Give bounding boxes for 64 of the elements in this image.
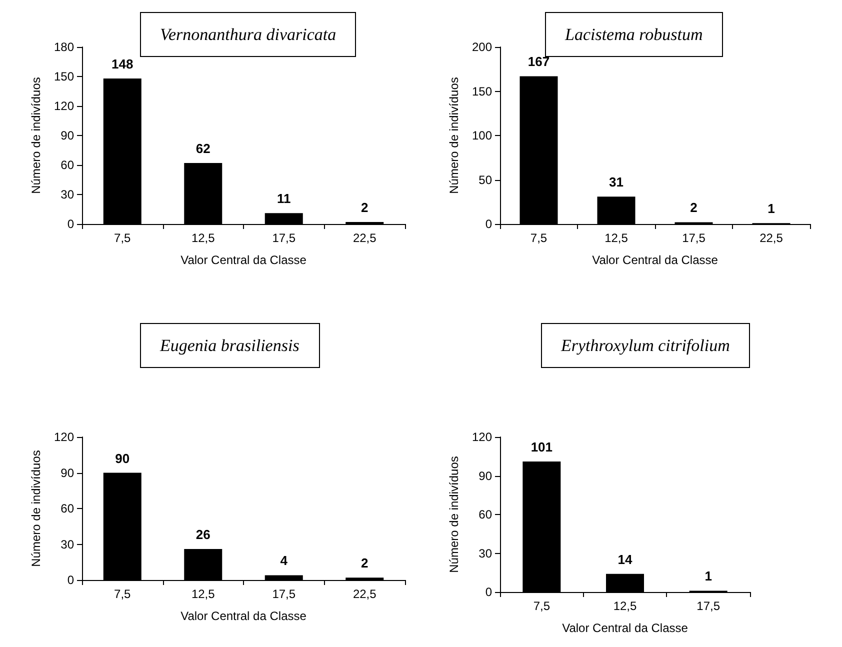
y-tick-label: 120 xyxy=(472,430,492,444)
data-label: 2 xyxy=(690,200,698,216)
data-label: 1 xyxy=(704,568,712,584)
data-label: 148 xyxy=(112,56,134,72)
y-tick-label: 100 xyxy=(472,128,492,142)
y-tick-label: 150 xyxy=(54,70,74,84)
y-tick-label: 50 xyxy=(478,172,492,187)
y-tick-label: 120 xyxy=(54,99,74,113)
x-tick-label: 12,5 xyxy=(191,587,216,601)
x-axis-title: Valor Central da Classe xyxy=(562,621,688,635)
data-label: 167 xyxy=(528,54,550,70)
y-tick-label: 0 xyxy=(485,585,492,599)
y-tick-label: 200 xyxy=(472,40,492,54)
chart-title: Vernonanthura divaricata xyxy=(160,25,336,44)
x-tick-label: 12,5 xyxy=(191,231,216,245)
data-label: 2 xyxy=(361,556,368,571)
chart-title: Lacistema robustum xyxy=(564,25,703,44)
data-label: 1 xyxy=(768,201,775,216)
y-axis-title: Número de indivíduos xyxy=(29,77,43,194)
y-tick-label: 180 xyxy=(54,40,74,54)
data-label: 31 xyxy=(609,174,624,190)
y-tick-label: 30 xyxy=(478,546,492,560)
x-tick-label: 17,5 xyxy=(272,231,296,245)
y-tick-label: 0 xyxy=(485,217,492,231)
y-tick-label: 30 xyxy=(60,537,74,552)
y-tick-label: 0 xyxy=(67,217,74,231)
y-tick-label: 30 xyxy=(60,188,74,202)
chart-title: Eugenia brasiliensis xyxy=(159,336,300,355)
x-axis-title: Valor Central da Classe xyxy=(180,609,307,623)
y-tick-label: 60 xyxy=(60,158,74,172)
data-label: 62 xyxy=(196,141,210,156)
data-label: 11 xyxy=(277,191,291,206)
x-tick-label: 7,5 xyxy=(533,599,550,613)
chart-title: Erythroxylum citrifolium xyxy=(560,336,730,355)
y-axis-title: Número de indivíduos xyxy=(447,77,461,194)
x-tick-label: 7,5 xyxy=(114,587,132,601)
x-tick-label: 17,5 xyxy=(272,587,296,601)
x-tick-label: 7,5 xyxy=(530,231,548,245)
y-tick-label: 60 xyxy=(478,508,492,522)
data-label: 26 xyxy=(196,527,210,542)
x-axis-title: Valor Central da Classe xyxy=(592,253,718,267)
y-tick-label: 90 xyxy=(60,466,74,480)
data-label: 4 xyxy=(280,553,288,568)
y-axis-title: Número de indivíduos xyxy=(29,450,43,567)
x-tick-label: 17,5 xyxy=(696,599,720,613)
y-tick-label: 90 xyxy=(478,468,492,483)
x-tick-label: 7,5 xyxy=(114,231,132,245)
data-label: 2 xyxy=(361,200,368,216)
y-tick-label: 120 xyxy=(54,430,74,444)
x-tick-label: 22,5 xyxy=(760,231,784,245)
x-tick-label: 12,5 xyxy=(604,231,628,245)
x-tick-label: 12,5 xyxy=(613,599,637,613)
y-axis-title: Número de indivíduos xyxy=(447,456,461,573)
x-tick-label: 17,5 xyxy=(682,231,706,245)
x-tick-label: 22,5 xyxy=(352,231,377,245)
data-label: 101 xyxy=(530,440,553,455)
y-tick-label: 90 xyxy=(60,128,74,142)
data-label: 90 xyxy=(115,450,130,466)
y-tick-label: 150 xyxy=(472,84,492,98)
data-label: 14 xyxy=(618,552,633,567)
y-tick-label: 0 xyxy=(67,573,74,587)
x-axis-title: Valor Central da Classe xyxy=(180,253,307,267)
y-tick-label: 60 xyxy=(60,502,74,516)
x-tick-label: 22,5 xyxy=(352,587,377,601)
